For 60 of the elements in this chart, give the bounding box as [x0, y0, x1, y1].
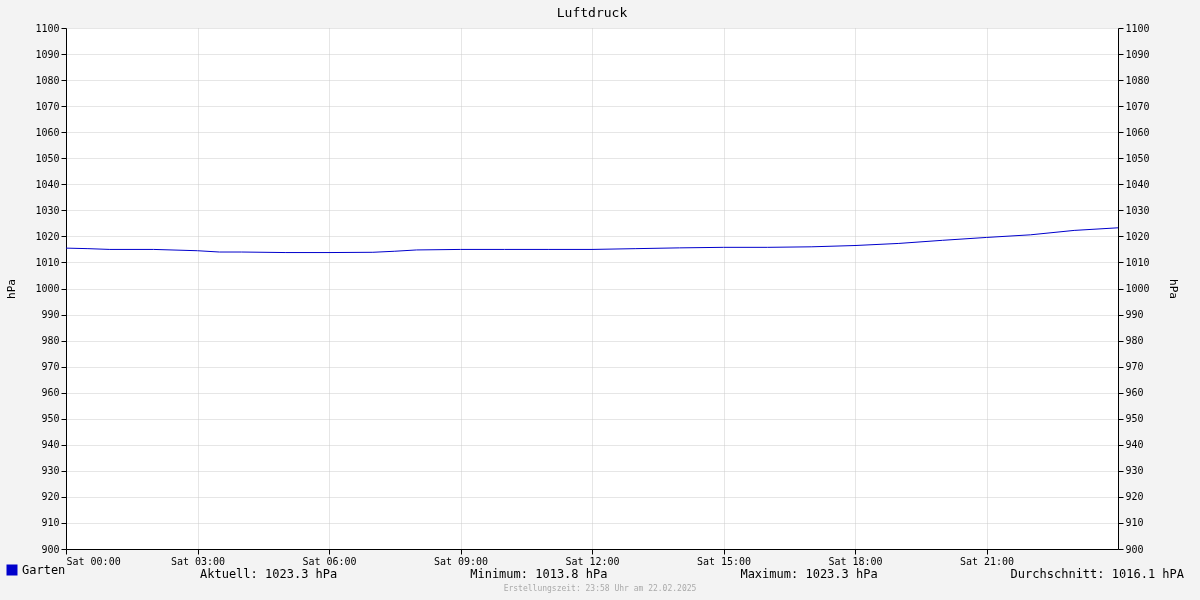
y2-tick-label: 1070	[1125, 100, 1150, 112]
y-tick-label: 1030	[35, 204, 60, 216]
y2-tick-label: 920	[1125, 491, 1144, 503]
legend-label: Garten	[22, 563, 66, 577]
y-tick-label: 1090	[35, 48, 60, 60]
y-tick-label: 1060	[35, 126, 60, 138]
y2-tick-label: 1030	[1125, 204, 1150, 216]
text: Aktuell: 1023.3 hPa	[200, 567, 338, 581]
x-tick-label: Sat 06:00	[302, 555, 357, 567]
y2-tick-label: 930	[1125, 465, 1144, 477]
y-tick-label: 1070	[35, 100, 60, 112]
y2-tick-label: 1010	[1125, 256, 1150, 268]
y2-axis-title: hPa	[1166, 279, 1180, 299]
y-tick-label: 940	[41, 439, 60, 451]
y2-tick-label: 900	[1125, 543, 1144, 555]
y2-tick-label: 1040	[1125, 178, 1150, 190]
y-tick-label: 970	[41, 361, 60, 373]
chart-title: Luftdruck	[556, 5, 628, 20]
x-tick-label: Sat 09:00	[433, 555, 489, 567]
y2-tick-label: 1060	[1125, 126, 1150, 138]
y-tick-label: 1050	[35, 152, 60, 164]
x-tick-label: Sat 12:00	[565, 555, 620, 567]
y2-tick-label: 1050	[1125, 152, 1150, 164]
y2-tick-label: 910	[1125, 517, 1144, 529]
y2-tick-label: 960	[1125, 387, 1144, 399]
line-series	[66, 227, 1118, 254]
y2-tick-label: 1100	[1125, 22, 1150, 34]
y-axis-title: hPa	[5, 279, 19, 299]
y2-tick-label: 1080	[1125, 74, 1150, 86]
y2-tick-label: 1090	[1125, 48, 1150, 60]
y-tick-label: 990	[41, 309, 60, 321]
x-tick-label: Sat 00:00	[66, 555, 121, 567]
y-tick-label: 1100	[35, 22, 60, 34]
y-tick-label: 920	[41, 491, 60, 503]
y2-tick-label: 970	[1125, 361, 1144, 373]
y-tick-label: 1040	[35, 178, 60, 190]
y-tick-label: 1080	[35, 74, 60, 86]
y-tick-label: 900	[41, 543, 60, 555]
y2-tick-label: 990	[1125, 309, 1144, 321]
x-tick-label: Sat 03:00	[170, 555, 226, 567]
y-tick-label: 1020	[35, 230, 60, 242]
y-tick-label: 1000	[35, 283, 60, 294]
y-tick-label: 910	[41, 517, 60, 529]
x-tick-label: Sat 18:00	[828, 555, 883, 567]
x-tick-label: Sat 15:00	[696, 555, 752, 567]
y2-tick-label: 1020	[1125, 230, 1150, 242]
y2-tick-label: 950	[1125, 413, 1144, 425]
y-tick-label: 960	[41, 387, 60, 399]
y-tick-label: 1010	[35, 256, 60, 268]
y2-tick-label: 1000	[1125, 283, 1150, 294]
y-tick-label: 980	[41, 335, 60, 347]
text: Durchschnitt: 1016.1 hPA	[1010, 567, 1184, 581]
y-tick-label: 930	[41, 465, 60, 477]
y2-tick-label: 980	[1125, 335, 1144, 347]
text: Erstellungszeit: 23:58 Uhr am 22.02.2025	[502, 584, 698, 593]
y-tick-label: 950	[41, 413, 60, 425]
text: Minimum: 1013.8 hPa	[470, 567, 608, 581]
x-tick-label: Sat 21:00	[959, 555, 1015, 567]
text: Maximum: 1023.3 hPa	[740, 567, 878, 581]
y2-tick-label: 940	[1125, 439, 1144, 451]
